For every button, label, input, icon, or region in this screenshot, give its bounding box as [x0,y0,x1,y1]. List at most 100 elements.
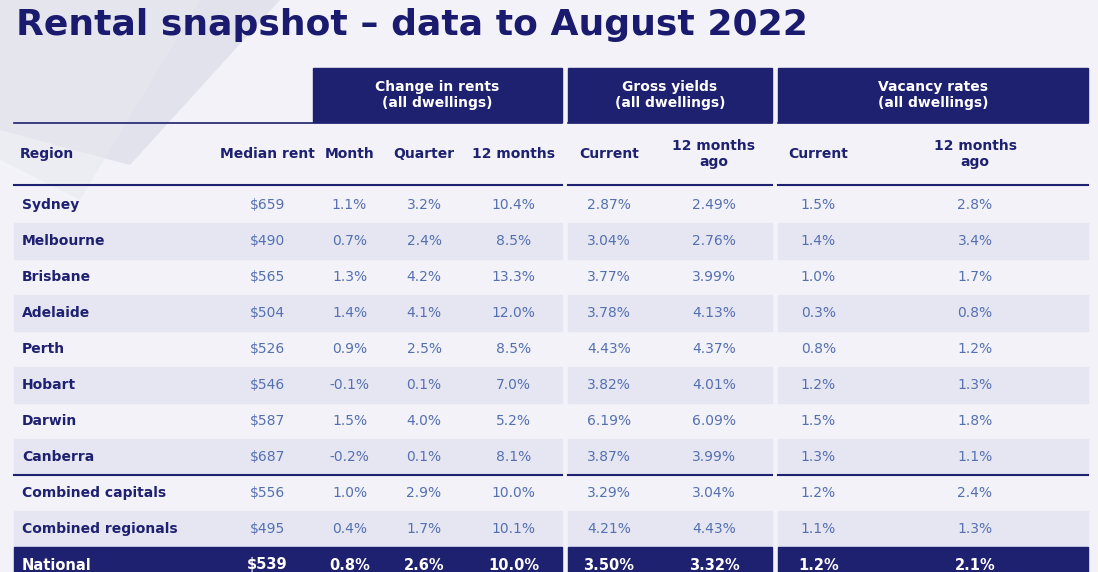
Text: 1.0%: 1.0% [332,486,367,500]
Bar [568,68,772,122]
Text: 1.4%: 1.4% [800,234,836,248]
Text: 12.0%: 12.0% [492,306,536,320]
Text: 10.0%: 10.0% [488,558,539,572]
Text: 1.1%: 1.1% [332,198,367,212]
Text: Hobart: Hobart [22,378,76,392]
Text: Gross yields
(all dwellings): Gross yields (all dwellings) [615,80,726,110]
Text: $546: $546 [250,378,285,392]
Text: 4.01%: 4.01% [692,378,736,392]
Text: 4.43%: 4.43% [692,522,736,536]
Text: 13.3%: 13.3% [492,270,536,284]
Text: $539: $539 [247,558,288,572]
Text: -0.2%: -0.2% [329,450,369,464]
Text: 0.8%: 0.8% [800,342,836,356]
Text: 6.19%: 6.19% [587,414,631,428]
Text: Adelaide: Adelaide [22,306,90,320]
Text: 0.4%: 0.4% [332,522,367,536]
Bar [568,223,772,259]
Text: 0.9%: 0.9% [332,342,367,356]
Text: Vacancy rates
(all dwellings): Vacancy rates (all dwellings) [877,80,988,110]
Bar [778,295,1088,331]
Bar [778,439,1088,475]
Polygon shape [0,0,280,165]
Text: 1.2%: 1.2% [798,558,839,572]
Text: 10.4%: 10.4% [492,198,536,212]
Text: 8.5%: 8.5% [496,342,531,356]
Text: 4.21%: 4.21% [587,522,631,536]
Text: 1.3%: 1.3% [957,378,993,392]
Text: 3.29%: 3.29% [587,486,631,500]
Text: 10.1%: 10.1% [492,522,536,536]
Text: $659: $659 [250,198,285,212]
Text: $687: $687 [250,450,285,464]
Text: 1.2%: 1.2% [957,342,993,356]
Text: 1.2%: 1.2% [800,486,836,500]
Text: 2.49%: 2.49% [692,198,736,212]
Text: 3.32%: 3.32% [688,558,739,572]
Text: 8.1%: 8.1% [496,450,531,464]
Bar [14,367,562,403]
Text: 3.50%: 3.50% [583,558,635,572]
Text: Month: Month [325,147,374,161]
Text: Combined regionals: Combined regionals [22,522,178,536]
Text: 12 months
ago: 12 months ago [933,139,1017,169]
Text: 1.3%: 1.3% [332,270,367,284]
Text: 1.5%: 1.5% [800,414,836,428]
Text: 2.1%: 2.1% [954,558,996,572]
Text: $495: $495 [250,522,285,536]
Text: 2.9%: 2.9% [406,486,441,500]
Text: Region: Region [20,147,75,161]
Bar [14,439,562,475]
Text: 3.82%: 3.82% [587,378,631,392]
Bar [778,223,1088,259]
Text: Current: Current [579,147,639,161]
Text: 12 months
ago: 12 months ago [672,139,755,169]
Bar [778,511,1088,547]
Text: 0.1%: 0.1% [406,450,441,464]
Text: Rental snapshot – data to August 2022: Rental snapshot – data to August 2022 [16,8,808,42]
Text: Canberra: Canberra [22,450,94,464]
Text: 1.5%: 1.5% [800,198,836,212]
Text: 3.04%: 3.04% [692,486,736,500]
Text: $587: $587 [250,414,285,428]
Text: 2.4%: 2.4% [957,486,993,500]
Bar [14,295,562,331]
Text: 0.8%: 0.8% [329,558,370,572]
Text: 1.3%: 1.3% [800,450,836,464]
Text: 0.3%: 0.3% [802,306,836,320]
Text: 4.2%: 4.2% [406,270,441,284]
Text: Quarter: Quarter [393,147,455,161]
Polygon shape [0,0,200,200]
Text: 4.1%: 4.1% [406,306,441,320]
Bar [313,68,562,122]
Text: Melbourne: Melbourne [22,234,105,248]
Text: Sydney: Sydney [22,198,79,212]
Bar [14,511,562,547]
Text: Change in rents
(all dwellings): Change in rents (all dwellings) [376,80,500,110]
Text: Brisbane: Brisbane [22,270,91,284]
Text: 3.99%: 3.99% [692,270,736,284]
Text: Median rent: Median rent [220,147,315,161]
Text: 2.87%: 2.87% [587,198,631,212]
Text: 1.1%: 1.1% [957,450,993,464]
Bar [778,68,1088,122]
Text: 1.1%: 1.1% [800,522,836,536]
Text: 2.6%: 2.6% [404,558,445,572]
Text: $504: $504 [250,306,285,320]
Text: 3.2%: 3.2% [406,198,441,212]
Text: 2.4%: 2.4% [406,234,441,248]
Text: 3.77%: 3.77% [587,270,631,284]
Bar [778,367,1088,403]
Bar [14,547,562,572]
Text: 2.5%: 2.5% [406,342,441,356]
Bar [568,367,772,403]
Text: 1.7%: 1.7% [406,522,441,536]
Text: 1.4%: 1.4% [332,306,367,320]
Text: 4.37%: 4.37% [692,342,736,356]
Bar [14,223,562,259]
Text: 0.1%: 0.1% [406,378,441,392]
Text: $490: $490 [250,234,285,248]
Text: Combined capitals: Combined capitals [22,486,166,500]
Bar [568,511,772,547]
Text: 12 months: 12 months [472,147,554,161]
